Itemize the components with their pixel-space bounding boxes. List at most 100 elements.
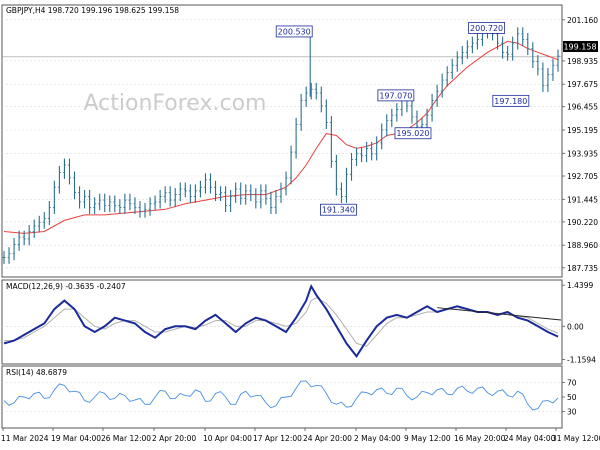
price-tick-label: 196.455 (567, 103, 598, 112)
macd-line (3, 283, 559, 359)
price-callout: 200.530 (275, 25, 313, 38)
x-tick-label: 17 Apr 12:00 (253, 434, 302, 443)
price-bar (128, 193, 132, 211)
price-bar (375, 136, 379, 161)
price-bar (78, 186, 82, 209)
price-tick-label: 198.935 (567, 57, 598, 66)
price-bar (531, 42, 535, 69)
x-tick-label: 11 Mar 2024 (1, 434, 49, 443)
price-bar (410, 99, 414, 124)
svg-text:191.340: 191.340 (322, 206, 355, 215)
price-bar (274, 189, 278, 214)
price-bar (183, 182, 187, 198)
price-bar (269, 191, 273, 214)
price-panel: ActionForex.com 200.530 191.340 197.070 195… (1, 4, 598, 278)
price-bar (526, 32, 530, 56)
price-bar (203, 173, 207, 194)
rsi-tick-label: 30 (567, 408, 577, 417)
svg-text:200.720: 200.720 (470, 24, 503, 33)
price-bar (108, 195, 112, 213)
x-tick-label: 2 May 04:00 (354, 434, 401, 443)
price-bar (7, 247, 11, 264)
price-bar (188, 184, 192, 203)
price-bar (47, 201, 51, 226)
price-bar (148, 197, 152, 216)
macd-trendline (437, 307, 562, 321)
price-bar (501, 36, 505, 59)
price-bar (425, 108, 429, 131)
price-bar (289, 145, 293, 185)
price-tick-label: 195.195 (567, 126, 598, 135)
price-bar (541, 62, 545, 93)
price-bar (153, 195, 157, 211)
svg-text:197.180: 197.180 (494, 97, 527, 106)
price-bar (113, 195, 117, 213)
price-bar (551, 58, 555, 81)
price-bar (12, 237, 16, 261)
price-callout: 197.070 (377, 89, 415, 102)
price-bar (67, 158, 71, 185)
price-bar (62, 158, 66, 179)
price-bar (506, 45, 510, 61)
price-bar (516, 27, 520, 50)
macd-tick-label: -1.1594 (567, 355, 596, 364)
price-bar (556, 49, 560, 72)
price-bar (133, 197, 137, 214)
price-bar (304, 86, 308, 107)
price-bar (57, 165, 61, 194)
rsi-title: RSI(14) 48.6879 (6, 368, 67, 377)
x-tick-label: 16 May 20:00 (454, 434, 506, 443)
price-bar (370, 141, 374, 161)
price-bar (430, 93, 434, 122)
svg-text:195.020: 195.020 (396, 129, 429, 138)
x-axis: 11 Mar 2024 19 Mar 04:00 26 Mar 12:00 2 Apr… (1, 428, 600, 443)
price-callout: 195.020 (394, 127, 432, 140)
x-tick-label: 26 Mar 12:00 (101, 434, 151, 443)
price-bar (360, 147, 364, 163)
price-bar (198, 180, 202, 198)
price-bar (435, 84, 439, 107)
rsi-tick-label: 50 (567, 393, 577, 402)
price-bar (350, 153, 354, 181)
price-bar (460, 45, 464, 65)
price-bar (279, 182, 283, 203)
price-bar (319, 86, 323, 113)
current-price-label: 199.158 (563, 43, 596, 52)
price-bar (536, 55, 540, 76)
price-bar (32, 219, 36, 238)
price-bar (385, 114, 389, 137)
rsi-tick-label: 70 (567, 379, 577, 388)
price-bar (123, 193, 127, 214)
price-bar (329, 116, 333, 168)
macd-panel: MACD(12,26,9) -0.3635 -0.2407 1.4399 0.00… (1, 279, 596, 365)
price-bar (224, 186, 228, 213)
price-bar (52, 180, 56, 214)
price-callout: 197.180 (492, 94, 530, 107)
price-tick-label: 192.705 (567, 172, 598, 181)
price-bar (143, 202, 147, 218)
price-bar (244, 184, 248, 205)
macd-tick-label: 0.00 (567, 322, 584, 331)
price-bar (455, 51, 459, 72)
price-bar (73, 171, 77, 200)
price-tick-label: 197.675 (567, 80, 598, 89)
svg-text:197.070: 197.070 (379, 91, 412, 100)
price-bar (470, 36, 474, 54)
price-bar (208, 173, 212, 194)
price-bar (324, 99, 328, 129)
price-bar (22, 230, 26, 246)
price-header: GBPJPY,H4 198.720 199.196 198.625 199.15… (6, 6, 179, 15)
x-tick-label: 9 May 12:00 (404, 434, 451, 443)
watermark: ActionForex.com (84, 91, 267, 116)
price-bar (440, 73, 444, 98)
price-tick-label: 190.220 (567, 218, 598, 227)
macd-title: MACD(12,26,9) -0.3635 -0.2407 (6, 282, 126, 291)
price-bar (450, 58, 454, 80)
price-bar (355, 147, 359, 166)
price-bar (475, 32, 479, 50)
x-tick-label: 31 May 12:00 (552, 434, 600, 443)
price-bar (158, 189, 162, 209)
price-bar (390, 108, 394, 128)
price-bar (465, 40, 469, 59)
price-tick-label: 187.735 (567, 264, 598, 273)
